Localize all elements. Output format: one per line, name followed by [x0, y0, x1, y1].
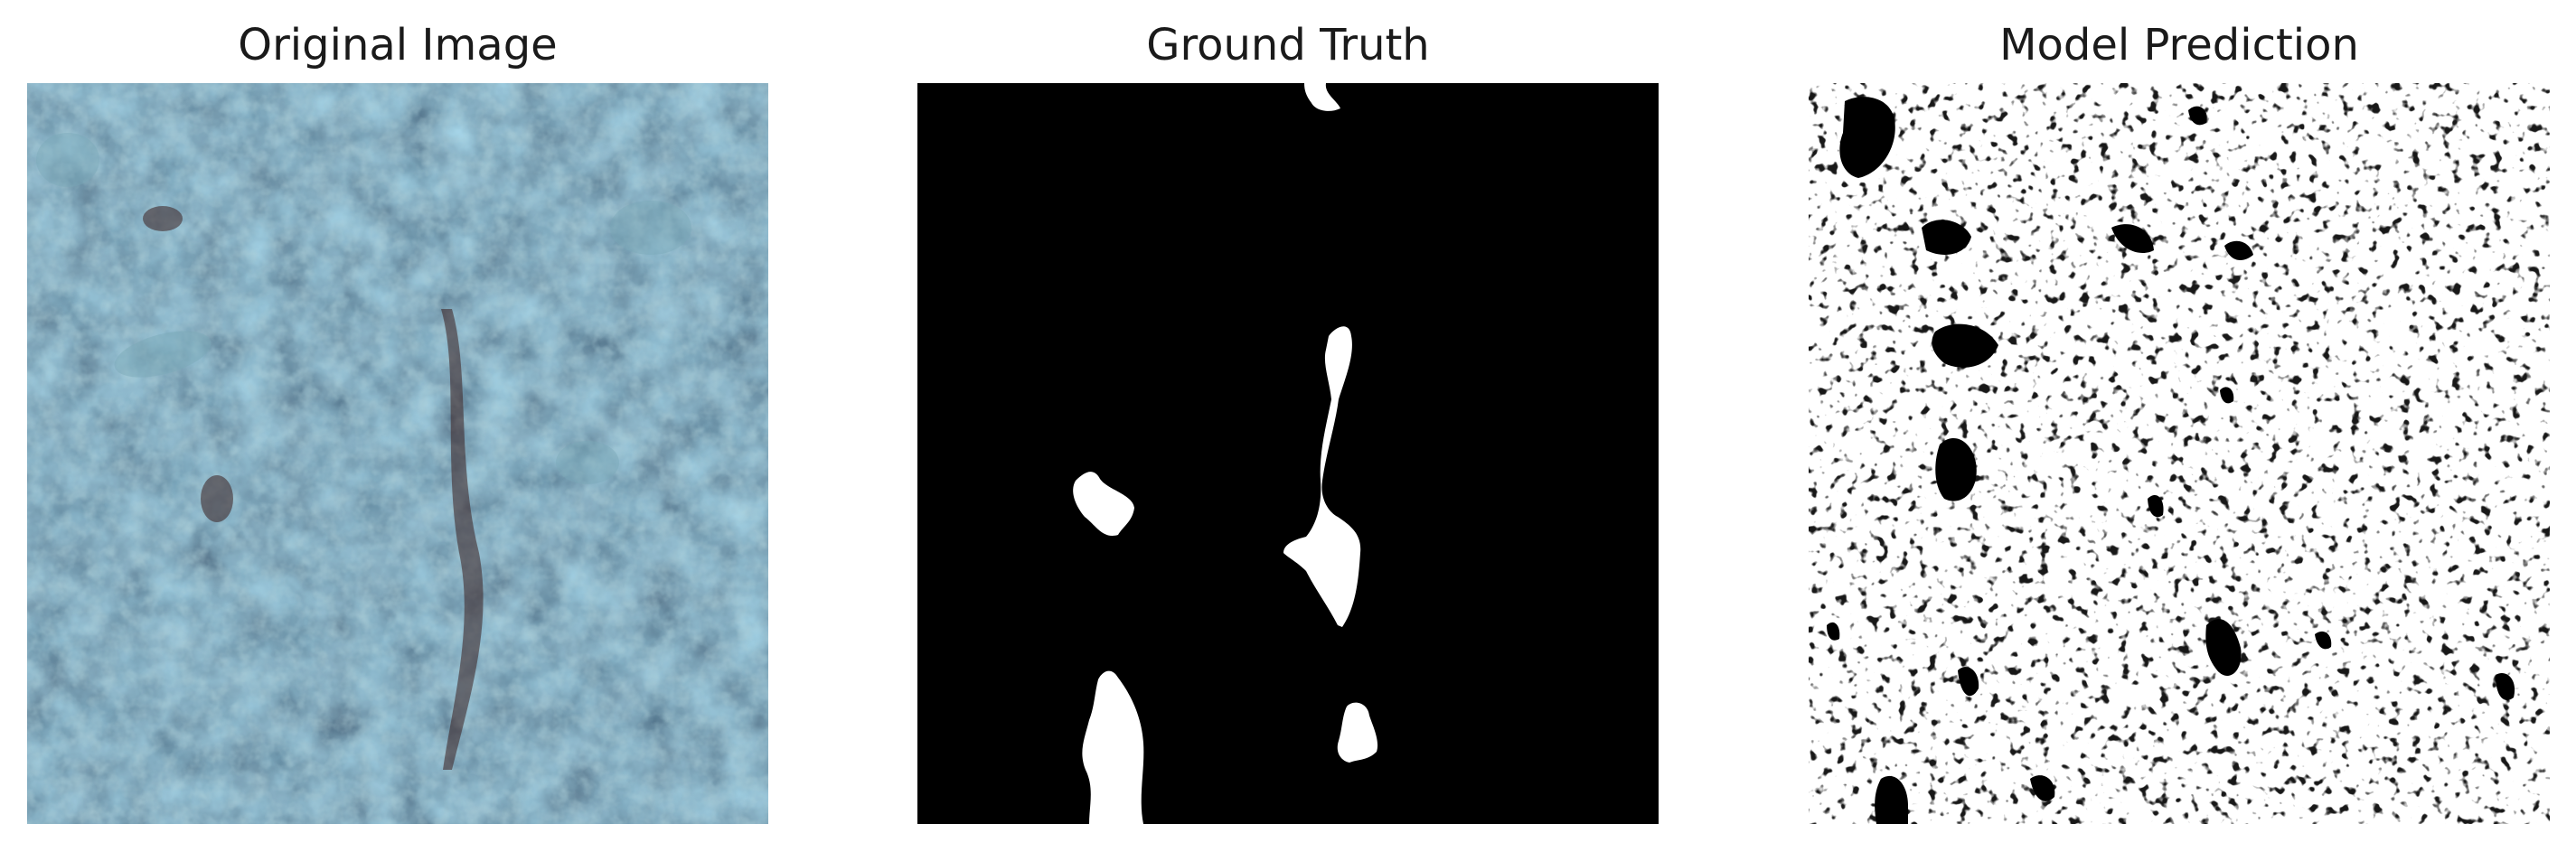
panel-title-model-prediction: Model Prediction: [1999, 20, 2359, 70]
panel-ground-truth: Ground Truth: [917, 0, 1659, 852]
original-image: [27, 83, 768, 824]
panel-original: Original Image: [27, 0, 768, 852]
panel-title-ground-truth: Ground Truth: [1146, 20, 1430, 70]
model-prediction-mask: [1809, 83, 2550, 824]
panel-title-original: Original Image: [238, 20, 558, 70]
ground-truth-mask: [917, 83, 1659, 824]
panel-model-prediction: Model Prediction: [1809, 0, 2550, 852]
